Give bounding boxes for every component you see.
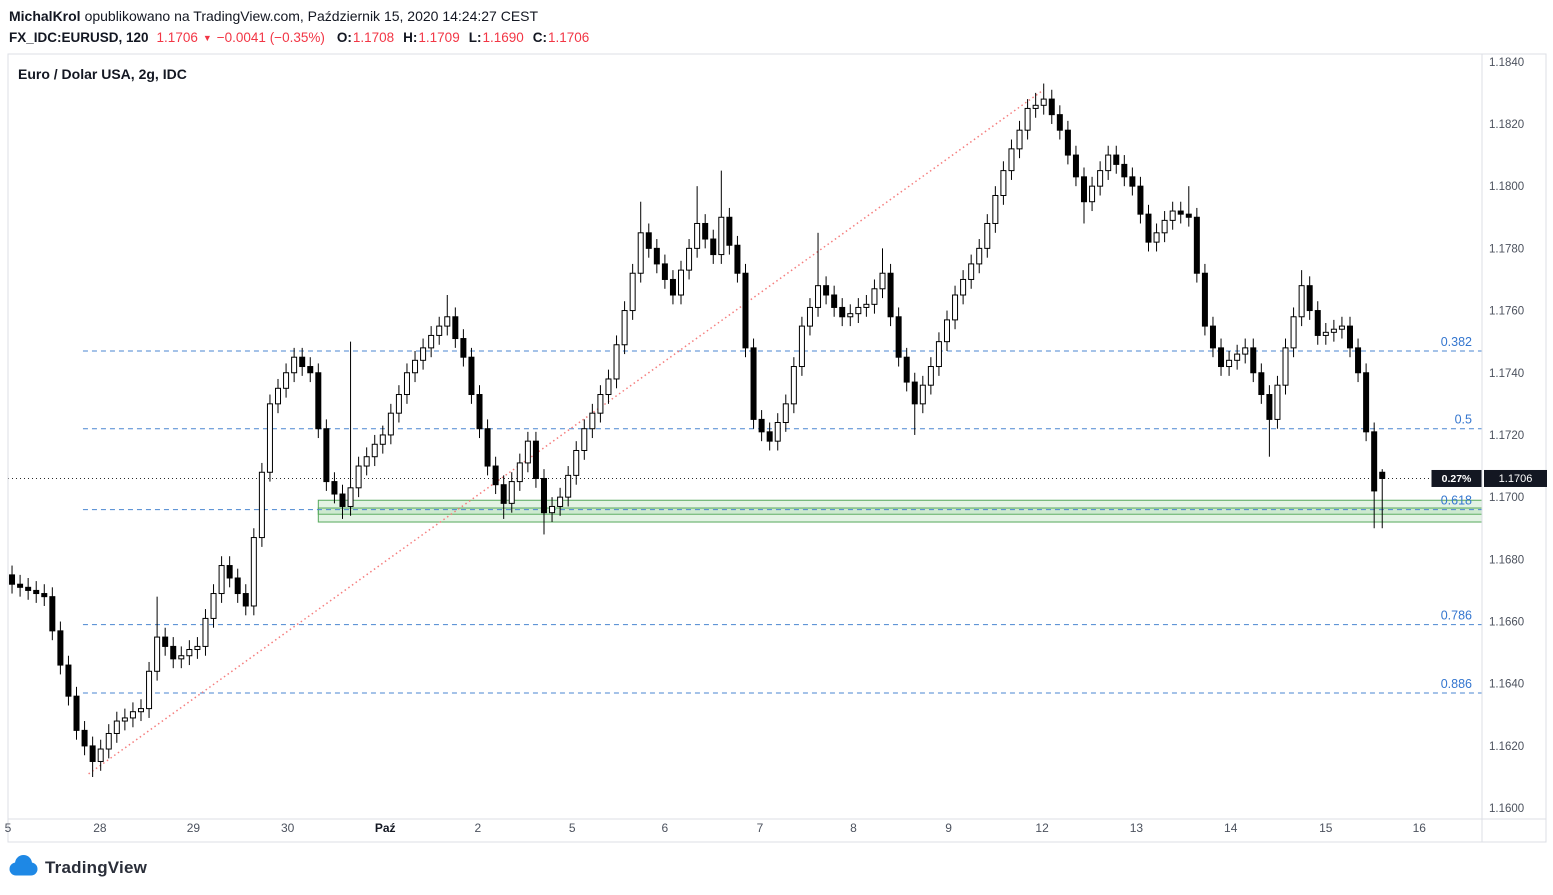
- price-axis-label: 1.1840: [1489, 57, 1524, 69]
- brand-name[interactable]: TradingView: [45, 857, 148, 877]
- symbol-name[interactable]: FX_IDC:EURUSD, 120: [9, 30, 149, 45]
- time-axis[interactable]: 5 28 29 30 Paź 2 5 6 7 8 9 12 13 14 15 16: [5, 821, 1427, 835]
- price-axis-label: 1.1760: [1489, 306, 1524, 318]
- time-axis-label: 2: [475, 821, 482, 835]
- price-axis[interactable]: 1.1600 1.1620 1.1640 1.1660 1.1680 1.1700 1.17…: [1489, 57, 1524, 815]
- chart-title: Euro / Dolar USA, 2g, IDC: [18, 66, 187, 82]
- time-axis-label: 16: [1413, 821, 1427, 835]
- price-down-icon: ▼: [202, 33, 212, 43]
- fib-level-label: 0.786: [1441, 609, 1472, 623]
- time-axis-label: 28: [93, 821, 107, 835]
- price-axis-label: 1.1680: [1489, 554, 1524, 566]
- close-label: C:: [532, 30, 547, 45]
- price-axis-label: 1.1820: [1489, 119, 1524, 131]
- price-axis-label: 1.1740: [1489, 368, 1524, 380]
- time-axis-label: 12: [1035, 821, 1049, 835]
- support-zone-layer: [317, 499, 1483, 523]
- time-axis-label: 13: [1130, 821, 1144, 835]
- symbol-header: FX_IDC:EURUSD, 120 1.1706 ▼ −0.0041 (−0.…: [0, 25, 1553, 53]
- time-axis-label: 29: [187, 821, 201, 835]
- footer: TradingView: [0, 843, 1553, 881]
- fib-level-label: 0.5: [1455, 413, 1472, 427]
- time-axis-label: 6: [662, 821, 669, 835]
- price-badges: 0.27% 1.1706: [1431, 469, 1547, 487]
- time-axis-label: 8: [850, 821, 857, 835]
- price-change: −0.0041 (−0.35%): [216, 30, 325, 45]
- price-axis-label: 1.1640: [1489, 679, 1524, 691]
- candles-layer: [9, 83, 1386, 778]
- fib-level-label: 0.382: [1441, 335, 1472, 349]
- open-label: O:: [336, 30, 352, 45]
- time-axis-label: 5: [569, 821, 576, 835]
- trendline-layer: [88, 89, 1045, 775]
- publish-text: opublikowano na TradingView.com, Paździe…: [84, 8, 539, 24]
- high-value: 1.1709: [418, 30, 460, 45]
- price-axis-label: 1.1720: [1489, 430, 1524, 442]
- author-name[interactable]: MichalKrol: [9, 8, 81, 24]
- low-label: L:: [468, 30, 482, 45]
- close-value: 1.1706: [548, 30, 590, 45]
- time-axis-label: 14: [1224, 821, 1238, 835]
- tradingview-logo-icon[interactable]: [8, 854, 38, 881]
- time-axis-label: 9: [945, 821, 952, 835]
- publish-header: MichalKrol opublikowano na TradingView.co…: [0, 0, 1553, 25]
- time-axis-label: 30: [281, 821, 295, 835]
- price-axis-label: 1.1660: [1489, 617, 1524, 629]
- time-axis-label: 5: [5, 821, 12, 835]
- open-value: 1.1708: [352, 30, 395, 45]
- price-chart-canvas[interactable]: 0.382 0.5 0.618 0.786 0.886 1.1600 1.1620 1.164…: [0, 53, 1553, 843]
- fib-retracement-layer: 0.382 0.5 0.618 0.786 0.886: [82, 335, 1482, 694]
- fib-level-label: 0.886: [1441, 677, 1472, 691]
- price-axis-label: 1.1800: [1489, 181, 1524, 193]
- high-label: H:: [403, 30, 418, 45]
- price-axis-label: 1.1600: [1489, 803, 1524, 815]
- price-axis-label: 1.1620: [1489, 741, 1524, 753]
- last-price-badge: [1484, 469, 1547, 487]
- percent-badge-label: 0.27%: [1442, 473, 1472, 485]
- time-axis-label: Paź: [375, 821, 396, 835]
- fib-level-label: 0.618: [1441, 494, 1472, 508]
- time-axis-label: 7: [757, 821, 764, 835]
- low-value: 1.1690: [482, 30, 524, 45]
- chart-container: 0.382 0.5 0.618 0.786 0.886 1.1600 1.1620 1.164…: [0, 53, 1553, 843]
- price-axis-label: 1.1700: [1489, 492, 1524, 504]
- time-axis-label: 15: [1319, 821, 1333, 835]
- price-axis-label: 1.1780: [1489, 243, 1524, 255]
- last-price: 1.1706: [156, 30, 198, 45]
- chart-frame: [7, 53, 1547, 843]
- last-price-badge-label: 1.1706: [1499, 473, 1533, 485]
- percent-badge: [1431, 469, 1482, 487]
